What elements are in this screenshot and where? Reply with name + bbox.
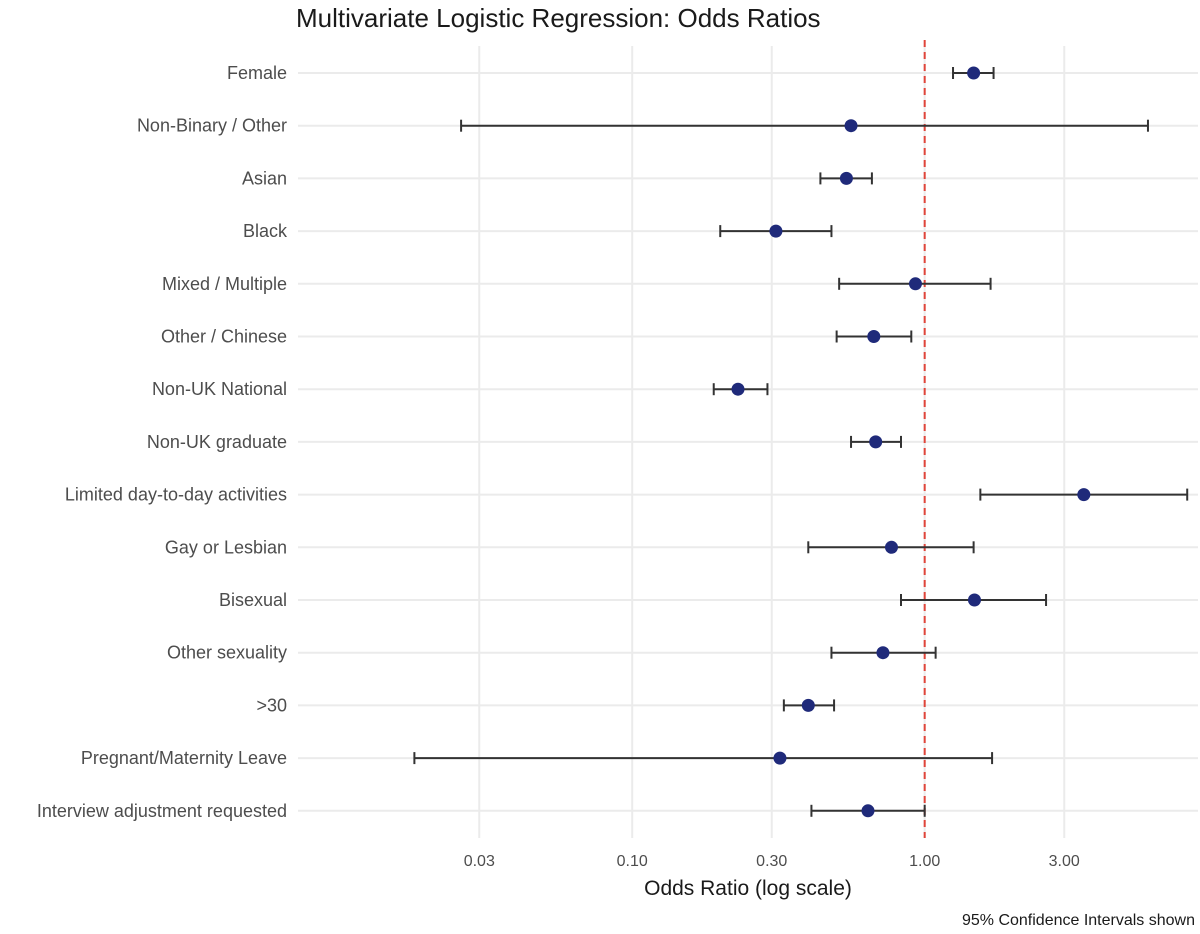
row-label: Pregnant/Maternity Leave — [81, 748, 287, 768]
odds-ratio-point — [731, 382, 745, 396]
x-axis-label: Odds Ratio (log scale) — [644, 877, 852, 900]
odds-ratio-point — [769, 224, 783, 238]
chart-caption: 95% Confidence Intervals shown — [962, 912, 1195, 929]
odds-ratio-point — [908, 277, 922, 291]
odds-ratio-point — [861, 804, 875, 818]
row-label: >30 — [256, 695, 287, 715]
odds-ratio-point — [869, 435, 883, 449]
row-label: Other sexuality — [167, 643, 287, 663]
odds-ratio-point — [876, 646, 890, 660]
row-label: Non-Binary / Other — [137, 116, 287, 136]
odds-ratio-point — [867, 330, 881, 343]
grid-layer — [298, 46, 1198, 838]
odds-ratio-point — [839, 171, 853, 185]
chart-title: Multivariate Logistic Regression: Odds R… — [296, 3, 821, 33]
odds-ratio-point — [1077, 488, 1091, 502]
x-tick-label: 0.30 — [756, 853, 787, 870]
row-label: Limited day-to-day activities — [65, 485, 287, 505]
x-tick-label: 0.03 — [464, 853, 495, 870]
row-label: Bisexual — [219, 590, 287, 610]
y-tick-labels: Female Non-Binary / Other Asian Black Mixed … — [37, 63, 288, 821]
row-label: Gay or Lesbian — [165, 537, 287, 557]
row-label: Black — [243, 221, 288, 241]
row-label: Asian — [242, 168, 287, 188]
row-label: Mixed / Multiple — [162, 274, 287, 294]
odds-ratio-point — [801, 698, 815, 712]
row-label: Other / Chinese — [161, 327, 287, 347]
x-tick-label: 0.10 — [617, 853, 648, 870]
odds-ratio-point — [844, 119, 858, 133]
row-label: Non-UK National — [152, 379, 287, 399]
odds-ratio-point — [884, 540, 898, 554]
x-tick-label: 1.00 — [909, 853, 940, 870]
odds-ratio-point — [967, 593, 981, 607]
row-label: Interview adjustment requested — [37, 801, 287, 821]
x-tick-label: 3.00 — [1049, 853, 1080, 870]
odds-ratio-point — [967, 66, 981, 80]
row-label: Non-UK graduate — [147, 432, 287, 452]
point-layer — [731, 66, 1091, 818]
odds-ratio-point — [773, 751, 787, 765]
row-label: Female — [227, 63, 287, 83]
x-tick-labels: 0.03 0.10 0.30 1.00 3.00 — [464, 853, 1080, 870]
